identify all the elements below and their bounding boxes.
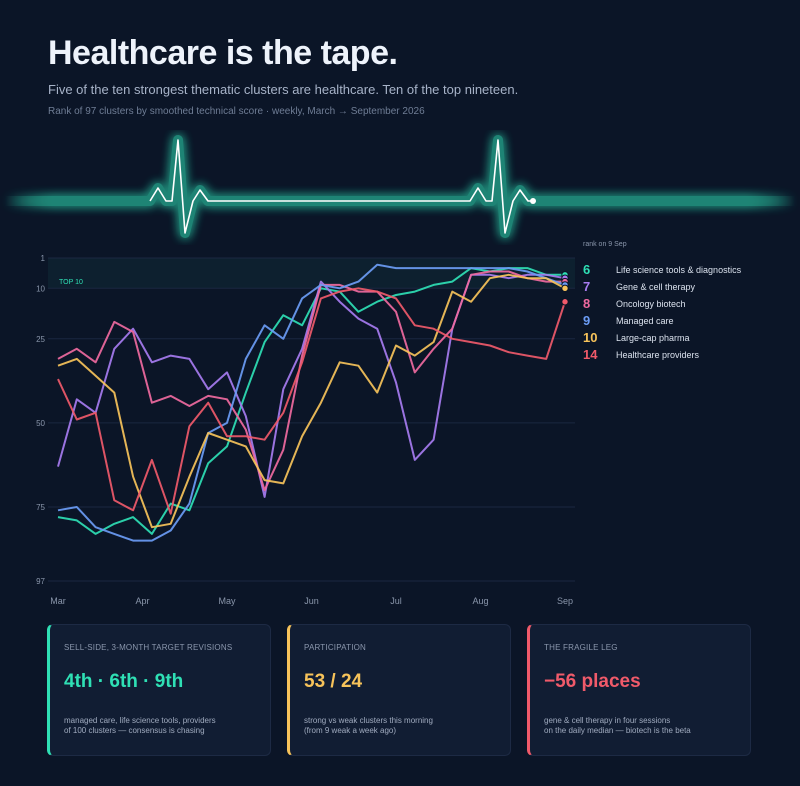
top-ten-band-label: TOP 10 <box>59 279 83 286</box>
heartbeat-path <box>0 135 800 238</box>
y-tick-label: 97 <box>36 577 45 586</box>
y-tick-label: 1 <box>41 254 46 263</box>
x-tick-label: Aug <box>472 596 488 606</box>
legend-name: Large-cap pharma <box>616 333 690 343</box>
series-line-4 <box>57 273 566 529</box>
x-tick-label: Sep <box>557 596 573 606</box>
card-label: PARTICIPATION <box>304 643 367 652</box>
legend-name: Oncology biotech <box>616 299 686 309</box>
y-tick-label: 10 <box>36 284 45 293</box>
card-fragile-leg: THE FRAGILE LEG −56 places gene & cell t… <box>527 624 751 756</box>
x-tick-label: May <box>218 596 236 606</box>
x-tick-label: Jun <box>304 596 319 606</box>
card-note: managed care, life science tools, provid… <box>64 716 216 735</box>
legend-name: Gene & cell therapy <box>616 282 696 292</box>
y-tick-label: 50 <box>36 419 45 428</box>
heartbeat-line-graphic <box>0 135 800 238</box>
legend-rank: 8 <box>583 296 590 311</box>
card-label: THE FRAGILE LEG <box>544 643 618 652</box>
card-note: strong vs weak clusters this morning (fr… <box>304 716 433 735</box>
legend-name: Life science tools & diagnostics <box>616 265 742 275</box>
top-ten-band <box>48 258 575 289</box>
legend-name: Healthcare providers <box>616 350 700 360</box>
legend-header: rank on 9 Sep <box>583 241 627 248</box>
card-label: SELL-SIDE, 3-MONTH TARGET REVISIONS <box>64 643 233 652</box>
series-end-point <box>561 284 569 292</box>
card-value: 53 / 24 <box>304 671 363 692</box>
card-value: 4th · 6th · 9th <box>64 671 184 692</box>
legend-name: Managed care <box>616 316 674 326</box>
series-line-3 <box>57 263 566 542</box>
legend-rank: 10 <box>583 330 597 345</box>
y-tick-label: 25 <box>36 335 45 344</box>
legend-rank: 14 <box>583 347 598 362</box>
series-end-point <box>561 298 569 306</box>
card-note: gene & cell therapy in four sessions on … <box>544 716 691 735</box>
page-title: Healthcare is the tape. <box>48 34 398 72</box>
x-tick-label: Mar <box>50 596 66 606</box>
insight-cards: SELL-SIDE, 3-MONTH TARGET REVISIONS 4th … <box>47 624 753 756</box>
x-tick-label: Apr <box>135 596 149 606</box>
series-line-5 <box>57 287 566 515</box>
y-tick-label: 75 <box>36 503 45 512</box>
chart-meta: Rank of 97 clusters by smoothed technica… <box>48 106 425 117</box>
legend-rank: 6 <box>583 262 590 277</box>
series-line-1 <box>57 273 566 498</box>
card-value: −56 places <box>544 671 641 692</box>
heartbeat-core <box>149 139 532 234</box>
x-tick-label: Jul <box>390 596 402 606</box>
card-participation: PARTICIPATION 53 / 24 strong vs weak clu… <box>287 624 511 756</box>
page-subtitle: Five of the ten strongest thematic clust… <box>48 82 519 97</box>
series-line-0 <box>57 267 565 535</box>
legend-rank: 7 <box>583 279 590 294</box>
legend-rank: 9 <box>583 313 590 328</box>
card-target-revisions: SELL-SIDE, 3-MONTH TARGET REVISIONS 4th … <box>47 624 271 756</box>
series-line-2 <box>57 270 565 492</box>
heartbeat-cursor-dot <box>530 198 536 204</box>
